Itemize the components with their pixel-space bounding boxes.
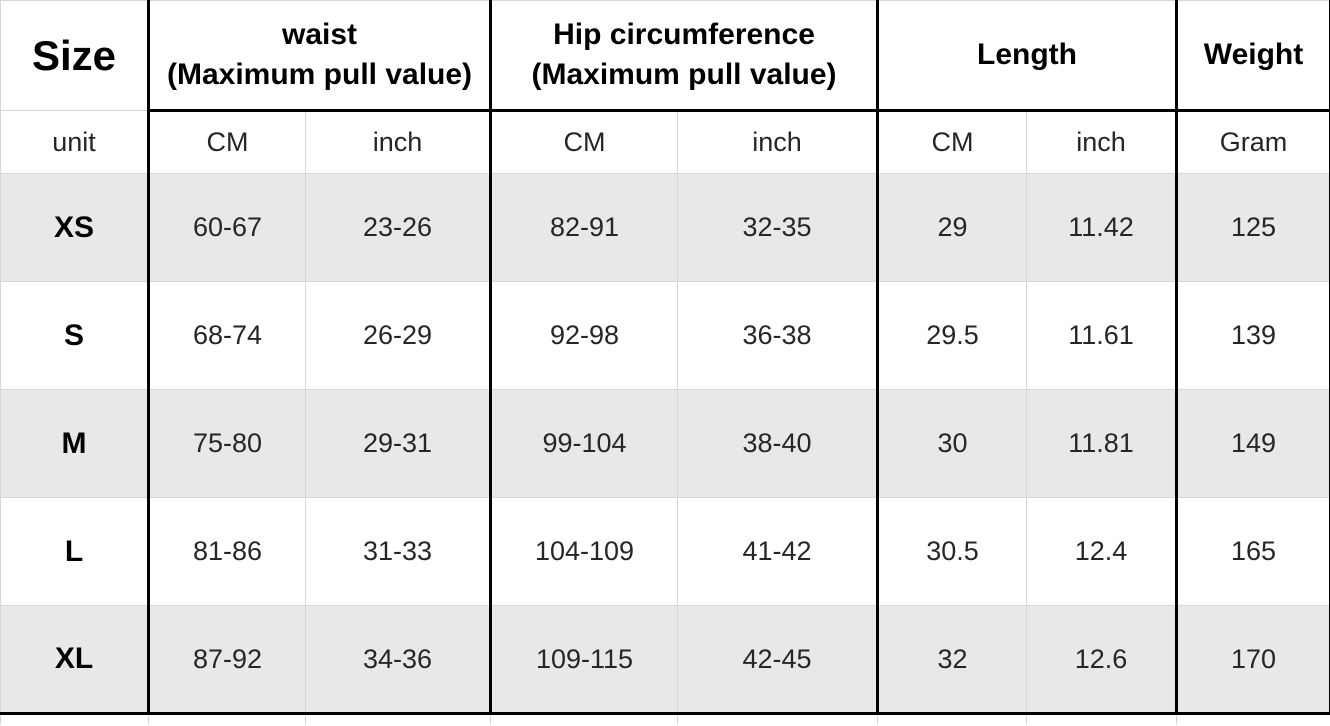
partial-row-cell	[877, 713, 1027, 725]
partial-row-cell	[0, 713, 149, 725]
size-label-cell: M	[0, 389, 149, 498]
hip-cm-cell: 109-115	[489, 605, 678, 715]
partial-row-cell	[490, 713, 678, 725]
size-row-xs: XS 60-67 23-26 82-91 32-35 29 11.42 125	[0, 173, 1330, 282]
size-row-l: L 81-86 31-33 104-109 41-42 30.5 12.4 16…	[0, 497, 1330, 606]
size-label-cell: L	[0, 497, 149, 606]
weight-cell: 149	[1175, 389, 1330, 498]
size-column-header: Size	[0, 0, 149, 111]
hip-inch-unit-cell: inch	[677, 110, 878, 174]
header-row: Size waist (Maximum pull value) Hip circ…	[0, 0, 1330, 112]
waist-inch-unit-cell: inch	[305, 110, 491, 174]
length-cm-cell: 29	[876, 173, 1027, 282]
length-inch-unit-cell: inch	[1025, 110, 1178, 174]
length-cm-unit-cell: CM	[876, 110, 1027, 174]
hip-group-header: Hip circumference (Maximum pull value)	[489, 0, 878, 112]
waist-cm-cell: 81-86	[147, 497, 306, 606]
unit-row: unit CM inch CM inch CM inch Gram	[0, 110, 1330, 174]
hip-cm-cell: 92-98	[489, 281, 678, 390]
weight-cell: 139	[1175, 281, 1330, 390]
partial-bottom-row	[0, 713, 1330, 725]
hip-inch-cell: 38-40	[677, 389, 878, 498]
waist-cm-cell: 75-80	[147, 389, 306, 498]
hip-cm-cell: 99-104	[489, 389, 678, 498]
weight-group-header: Weight	[1175, 0, 1330, 112]
waist-header-line1: waist	[281, 17, 358, 51]
partial-row-cell	[1176, 713, 1330, 725]
hip-cm-cell: 104-109	[489, 497, 678, 606]
size-row-m: M 75-80 29-31 99-104 38-40 30 11.81 149	[0, 389, 1330, 498]
size-label-cell: XS	[0, 173, 149, 282]
weight-cell: 165	[1175, 497, 1330, 606]
size-label-cell: XL	[0, 605, 149, 715]
hip-inch-cell: 36-38	[677, 281, 878, 390]
hip-inch-cell: 41-42	[677, 497, 878, 606]
length-inch-cell: 11.81	[1025, 389, 1178, 498]
length-inch-cell: 12.6	[1025, 605, 1178, 715]
hip-inch-cell: 42-45	[677, 605, 878, 715]
length-cm-cell: 32	[876, 605, 1027, 715]
hip-inch-cell: 32-35	[677, 173, 878, 282]
length-inch-cell: 12.4	[1025, 497, 1178, 606]
size-row-xl: XL 87-92 34-36 109-115 42-45 32 12.6 170	[0, 605, 1330, 715]
length-header-label: Length	[977, 37, 1077, 71]
length-cm-cell: 29.5	[876, 281, 1027, 390]
waist-cm-cell: 87-92	[147, 605, 306, 715]
waist-header-line2: (Maximum pull value)	[166, 58, 473, 91]
hip-cm-cell: 82-91	[489, 173, 678, 282]
length-inch-cell: 11.42	[1025, 173, 1178, 282]
waist-cm-unit-cell: CM	[147, 110, 306, 174]
partial-row-cell	[148, 713, 306, 725]
waist-inch-cell: 23-26	[305, 173, 491, 282]
weight-unit-cell: Gram	[1175, 110, 1330, 174]
waist-inch-cell: 26-29	[305, 281, 491, 390]
waist-cm-cell: 68-74	[147, 281, 306, 390]
partial-row-cell	[1025, 713, 1178, 725]
waist-inch-cell: 29-31	[305, 389, 491, 498]
length-group-header: Length	[875, 0, 1178, 112]
weight-cell: 170	[1175, 605, 1330, 715]
length-inch-cell: 11.61	[1025, 281, 1178, 390]
waist-inch-cell: 34-36	[305, 605, 491, 715]
waist-group-header: waist (Maximum pull value)	[147, 0, 491, 112]
waist-cm-cell: 60-67	[147, 173, 306, 282]
hip-cm-unit-cell: CM	[489, 110, 678, 174]
size-row-s: S 68-74 26-29 92-98 36-38 29.5 11.61 139	[0, 281, 1330, 390]
waist-inch-cell: 31-33	[305, 497, 491, 606]
size-label-cell: S	[0, 281, 149, 390]
length-cm-cell: 30	[876, 389, 1027, 498]
weight-header-label: Weight	[1203, 37, 1304, 71]
unit-label-cell: unit	[0, 110, 149, 174]
partial-row-cell	[677, 713, 878, 725]
hip-header-line1: Hip circumference	[553, 17, 815, 51]
size-title: Size	[31, 31, 117, 79]
partial-row-cell	[305, 713, 491, 725]
weight-cell: 125	[1175, 173, 1330, 282]
hip-header-line2: (Maximum pull value)	[531, 58, 837, 91]
length-cm-cell: 30.5	[876, 497, 1027, 606]
